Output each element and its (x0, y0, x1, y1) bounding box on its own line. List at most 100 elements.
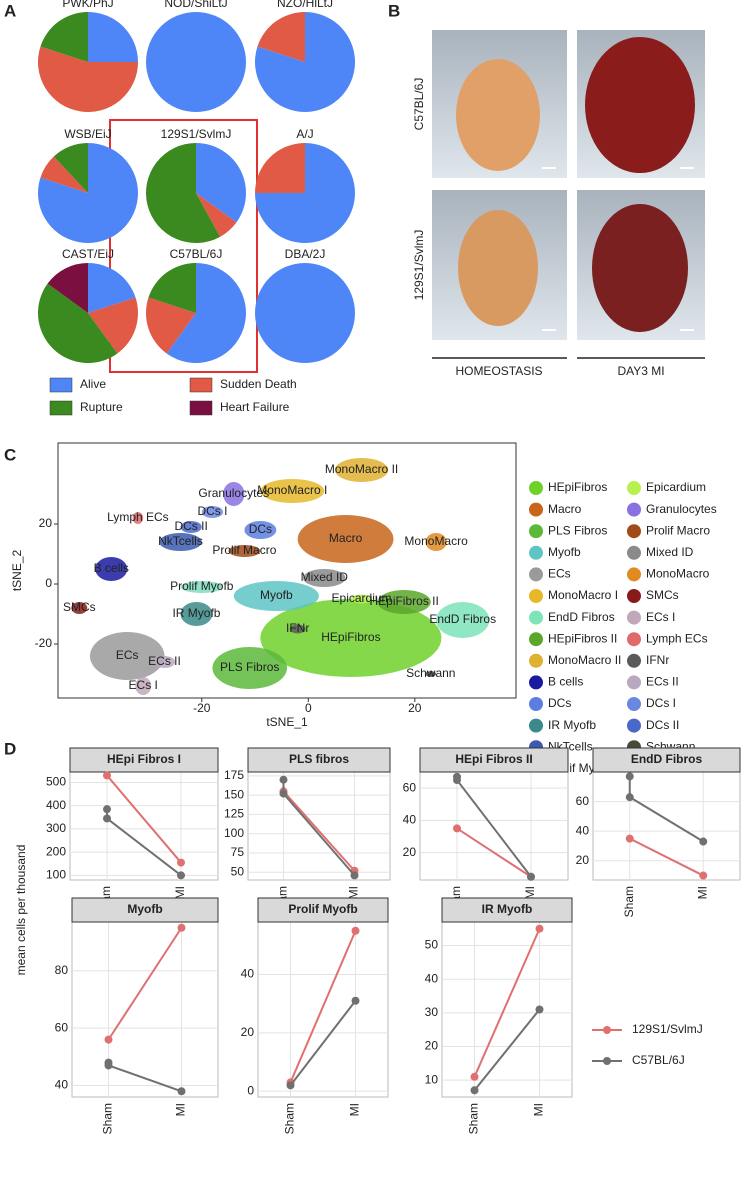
data-point (177, 923, 186, 932)
cluster-label: HEpiFibros II (369, 594, 438, 608)
pie-title: 129S1/SvlmJ (161, 127, 232, 141)
y-tick-label: 75 (231, 845, 245, 859)
legend-swatch (603, 1057, 611, 1065)
legend-label: ECs (548, 567, 571, 581)
x-tick-label: MI (347, 886, 361, 899)
pie-slice (40, 156, 88, 193)
y-tick-label: 400 (46, 798, 66, 812)
legend-swatch (49, 400, 73, 416)
data-point (699, 871, 708, 880)
y-tick-label: 20 (425, 1039, 439, 1053)
cluster-label: Epicardium (332, 591, 392, 605)
x-tick-label: MI (173, 886, 187, 899)
plot-panel (247, 771, 391, 881)
pie-title: A/J (296, 127, 313, 141)
cluster (180, 602, 213, 626)
series-line (473, 1008, 541, 1091)
y-tick-label: 20 (39, 516, 53, 530)
y-tick-label: 60 (403, 780, 417, 794)
pie-slice (47, 263, 88, 313)
facet-title: EndD Fibros (631, 752, 703, 766)
data-point (625, 793, 634, 802)
series-line (282, 790, 356, 872)
data-point (535, 924, 544, 933)
legend-swatch (627, 632, 641, 647)
cluster (297, 515, 394, 563)
legend-swatch (529, 610, 543, 625)
x-tick-label: 0 (305, 701, 312, 715)
cluster (159, 533, 202, 551)
y-tick-label: 100 (46, 868, 66, 882)
legend-label: Mixed ID (646, 545, 694, 559)
cluster (223, 482, 245, 506)
legend-swatch (529, 502, 543, 517)
legend-swatch (529, 545, 543, 560)
series-line (106, 774, 182, 864)
y-tick-label: 50 (425, 938, 439, 952)
data-point (286, 1081, 295, 1090)
y-tick-label: 40 (403, 813, 417, 827)
panel-label: D (4, 739, 16, 758)
pie-slice (146, 297, 196, 354)
legend-swatch (627, 481, 641, 495)
cluster-label: MonoMacro I (257, 483, 327, 497)
legend-label: DCs I (646, 696, 676, 710)
x-axis-title: tSNE_1 (266, 715, 308, 729)
series-line (289, 930, 357, 1083)
cluster-label: MonoMacro II (325, 462, 398, 476)
data-point (104, 1035, 113, 1044)
cluster (334, 458, 389, 482)
strip (257, 897, 389, 923)
legend-swatch (627, 697, 641, 711)
y-tick-label: 80 (55, 963, 69, 977)
pie-slice (146, 12, 246, 112)
pie-title: PWK/PhJ (62, 0, 113, 10)
legend-swatch (603, 1026, 611, 1034)
highlight-box (109, 119, 258, 373)
x-tick-label: 20 (408, 701, 422, 715)
x-tick-label: MI (348, 1103, 362, 1116)
pie-slice (257, 12, 305, 62)
series-line (629, 837, 704, 877)
cluster (201, 506, 224, 518)
cluster-label: B cells (94, 561, 129, 575)
legend-swatch (627, 653, 641, 668)
x-tick-label: MI (523, 886, 537, 899)
data-point (470, 1072, 479, 1081)
cluster-label: NkTcells (158, 534, 203, 548)
cluster-label: Lymph ECs (107, 510, 169, 524)
data-point (470, 1086, 479, 1095)
y-tick-label: 300 (46, 821, 66, 835)
legend-swatch (627, 567, 641, 582)
cluster (212, 647, 287, 689)
pie-slice (255, 263, 355, 363)
plot-panel (441, 921, 573, 1098)
y-tick-label: 0 (247, 1083, 254, 1097)
cluster-label: ECs II (148, 654, 181, 668)
legend-label: SMCs (646, 588, 679, 602)
data-point (535, 1005, 544, 1014)
y-tick-label: 125 (224, 807, 244, 821)
x-tick-label: Sham (467, 1103, 481, 1134)
pie-title: CAST/EiJ (62, 247, 114, 261)
legend-label: EndD Fibros (548, 610, 615, 624)
legend-swatch (189, 377, 213, 393)
strip (592, 747, 741, 773)
x-tick-label: -20 (193, 701, 211, 715)
heart (456, 59, 540, 171)
data-point (279, 775, 288, 784)
y-axis-title: mean cells per thousand (14, 845, 28, 976)
pie-slice (196, 193, 237, 237)
legend-swatch (529, 632, 543, 647)
pie-slice (40, 12, 88, 62)
pie-slice (38, 283, 118, 363)
legend-label: Sudden Death (220, 377, 297, 391)
column-label: DAY3 MI (617, 364, 664, 378)
y-tick-label: -20 (35, 636, 53, 650)
plot-panel (419, 771, 569, 881)
series-line (107, 927, 183, 1041)
cluster-label: PLS Fibros (220, 660, 279, 674)
cluster (153, 656, 176, 668)
pie-title: WSB/EiJ (64, 127, 111, 141)
data-point (527, 872, 535, 881)
